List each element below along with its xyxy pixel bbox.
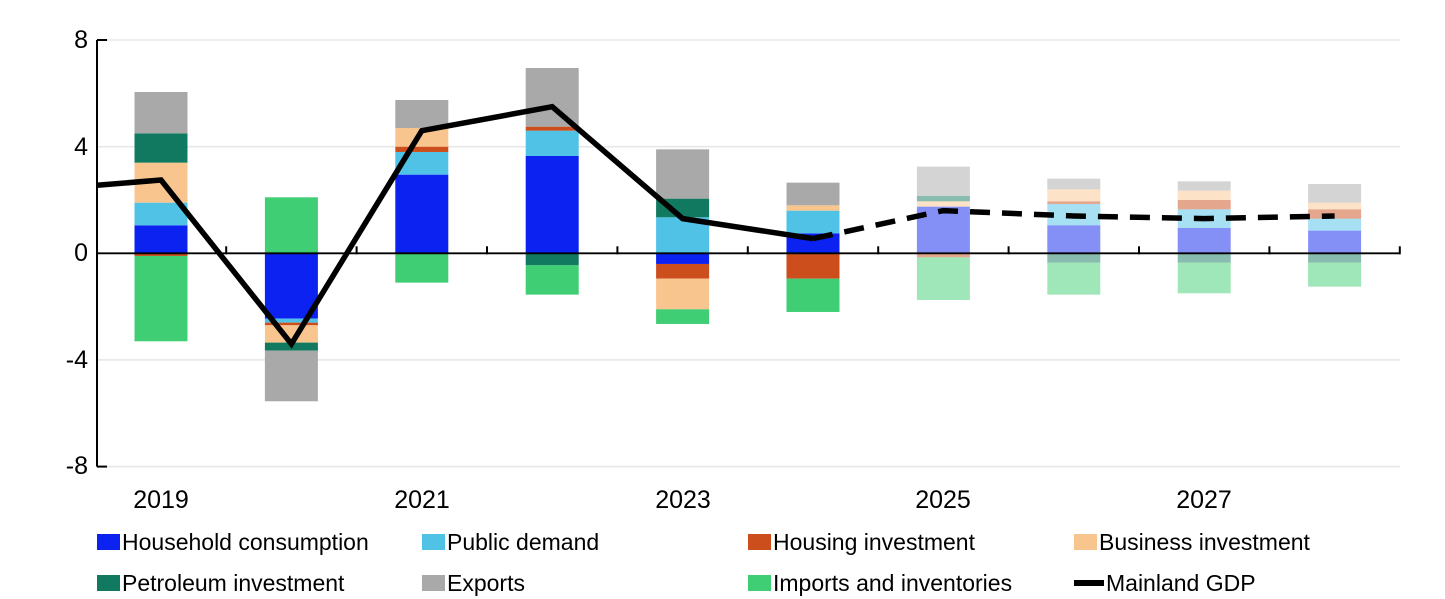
y-axis-label: 8 [74,26,88,54]
bar-segment-2028 [1308,253,1362,263]
bar-segment-2025 [916,253,970,258]
bar-segment-2020 [264,322,318,326]
legend-item-public-demand: Public demand [422,529,599,555]
x-axis-label: 2023 [655,486,711,514]
bar-segment-2019 [134,202,188,226]
bar-segment-2027 [1177,262,1231,294]
public-demand-swatch-icon [422,534,445,550]
bar-segment-2027 [1177,253,1231,263]
mainland-gdp-line-dashed [812,207,1335,242]
bar-segment-2025 [916,195,970,202]
bar-segment-2028 [1308,218,1362,231]
bar-segment-2024 [786,278,840,312]
bar-segment-2026 [1047,189,1101,202]
bar-segment-2028 [1308,209,1362,219]
legend-label: Housing investment [773,528,975,555]
bar-segment-2021 [395,99,449,128]
bar-segment-2027 [1177,199,1231,210]
bar-segment-2021 [395,174,449,254]
imports-and-inventories-swatch-icon [748,575,771,591]
y-axis-label: -8 [65,452,88,480]
bar-segment-2022 [525,126,579,131]
bar-segment-2019 [134,91,188,134]
legend-label: Exports [447,569,525,596]
bar-segment-2024 [786,210,840,234]
legend-item-housing-investment: Housing investment [748,529,975,555]
x-axis-label: 2027 [1176,486,1232,514]
x-axis-label: 2021 [394,486,450,514]
bar-segment-2027 [1177,227,1231,254]
bar-segment-2024 [786,253,840,279]
legend-item-household-consumption: Household consumption [97,529,369,555]
bar-segment-2023 [656,253,710,264]
business-investment-swatch-icon [1074,534,1097,550]
bar-segment-2022 [525,253,579,266]
legend-item-mainland-gdp: Mainland GDP [1074,570,1256,596]
bar-segment-2020 [264,253,318,319]
bar-segment-2027 [1177,190,1231,200]
bar-segment-2026 [1047,225,1101,254]
x-axis-label: 2025 [915,486,971,514]
bar-segment-2026 [1047,178,1101,190]
bar-segment-2022 [525,265,579,295]
bar-segment-2024 [786,205,840,211]
bar-segment-2022 [525,155,579,254]
bar-segment-2025 [916,257,970,300]
legend-label: Mainland GDP [1106,569,1256,596]
legend-item-exports: Exports [422,570,525,596]
bar-segment-2021 [395,253,449,283]
y-axis-label: -4 [65,346,88,374]
bar-segment-2026 [1047,253,1101,263]
bar-segment-2028 [1308,230,1362,254]
legend-label: Imports and inventories [773,569,1013,596]
legend-label: Petroleum investment [122,569,345,596]
bar-segment-2028 [1308,183,1362,203]
bar-segment-2019 [134,253,188,256]
bar-segment-2020 [264,350,318,402]
bar-segment-2019 [134,133,188,163]
petroleum-investment-swatch-icon [97,575,120,591]
y-axis-label: 0 [74,239,88,267]
bar-segment-2023 [656,309,710,324]
bar-segment-2023 [656,263,710,279]
bar-segment-2026 [1047,201,1101,204]
bar-segment-2025 [916,166,970,196]
bar-segment-2028 [1308,202,1362,210]
bar-segment-2021 [395,151,449,175]
bar-segment-2025 [916,201,970,207]
x-axis-label: 2019 [133,486,189,514]
legend-label: Public demand [447,528,600,555]
legend-item-petroleum-investment: Petroleum investment [97,570,344,596]
bar-segment-2027 [1177,181,1231,191]
bar-segment-2020 [264,318,318,323]
bar-segment-2023 [656,198,710,218]
legend-item-business-investment: Business investment [1074,529,1310,555]
bar-segment-2023 [656,149,710,199]
bar-segment-2023 [656,278,710,310]
bar-segment-2019 [134,255,188,342]
y-axis-label: 4 [74,133,88,161]
bar-segment-2020 [264,197,318,254]
bar-segment-2021 [395,146,449,152]
mainland-gdp-line-solid [96,103,814,349]
bar-segment-2022 [525,130,579,156]
bar-segment-2026 [1047,262,1101,295]
bar-segment-2019 [134,225,188,254]
mainland-gdp-line-swatch-icon [1074,580,1104,586]
legend-label: Business investment [1099,528,1310,555]
housing-investment-swatch-icon [748,534,771,550]
bar-segment-2028 [1308,262,1362,287]
household-consumption-swatch-icon [97,534,120,550]
bar-segment-2021 [395,127,449,147]
bar-segment-2024 [786,182,840,206]
legend-label: Household consumption [122,528,369,555]
bar-segment-2022 [525,67,579,127]
exports-swatch-icon [422,575,445,591]
legend-item-imports-and-inventories: Imports and inventories [748,570,1012,596]
